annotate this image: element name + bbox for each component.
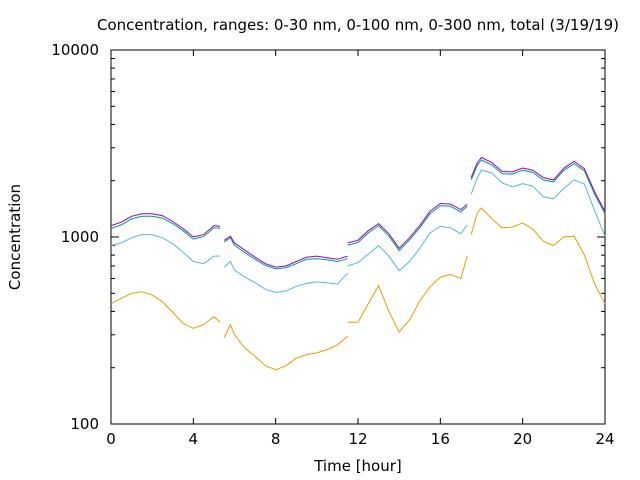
series-line (470, 207, 606, 304)
series-line (347, 224, 468, 272)
series-line (223, 323, 349, 371)
series-line (223, 237, 348, 270)
series-total (110, 156, 606, 268)
plot-frame (110, 49, 606, 425)
x-axis-label: Time [hour] (313, 457, 402, 475)
series-line (223, 260, 349, 294)
series-line (347, 205, 468, 252)
series-line (110, 215, 221, 240)
series-line (347, 202, 468, 250)
x-tick-label: 0 (106, 430, 116, 448)
series-layer (110, 156, 606, 371)
series-0-30-nm (110, 207, 606, 371)
series-line (347, 255, 468, 334)
series-line (470, 156, 606, 212)
x-tick-label: 4 (189, 430, 199, 448)
x-tick-label: 16 (431, 430, 450, 448)
y-axis-label: Concentration (6, 184, 24, 290)
x-tick-label: 12 (348, 430, 367, 448)
series-0-100-nm (110, 169, 606, 294)
series-line (110, 234, 221, 265)
series-line (470, 169, 606, 237)
y-tick-label: 100 (70, 415, 99, 433)
series-line (223, 235, 348, 268)
x-tick-label: 20 (513, 430, 532, 448)
axis-ticks: 0 4 8 12 16 20 24 100 1000 10000 (51, 41, 614, 448)
y-tick-label: 1000 (61, 228, 99, 246)
x-tick-label: 24 (595, 430, 614, 448)
chart-title: Concentration, ranges: 0-30 nm, 0-100 nm… (97, 16, 619, 34)
series-line (470, 159, 606, 215)
series-line (110, 291, 221, 329)
x-tick-label: 8 (271, 430, 281, 448)
series-line (110, 213, 221, 238)
y-tick-label: 10000 (51, 41, 99, 59)
series-0-300-nm (110, 159, 606, 270)
